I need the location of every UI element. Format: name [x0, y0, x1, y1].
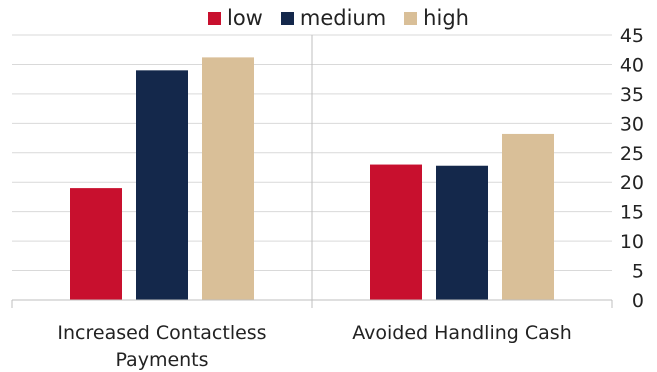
chart-legend: low medium high — [208, 6, 487, 30]
y-tick-label: 15 — [620, 202, 644, 224]
x-tick-label: Payments — [115, 349, 208, 371]
y-tick-label: 5 — [632, 261, 644, 283]
bar-low — [370, 164, 422, 300]
bar-medium — [436, 165, 488, 300]
x-tick-label: Avoided Handling Cash — [352, 322, 571, 344]
legend-label-low: low — [227, 6, 263, 30]
y-tick-label: 40 — [620, 54, 644, 76]
y-tick-label: 35 — [620, 84, 644, 106]
bar-high — [202, 57, 254, 300]
bar-low — [70, 188, 122, 300]
y-tick-label: 30 — [620, 113, 644, 135]
bar-high — [502, 133, 554, 300]
legend-item-medium: medium — [280, 6, 387, 30]
y-tick-label: 20 — [620, 172, 644, 194]
legend-swatch-high — [404, 11, 418, 25]
x-tick-label: Increased Contactless — [57, 322, 266, 344]
y-tick-label: 10 — [620, 231, 644, 253]
y-tick-label: 25 — [620, 143, 644, 165]
legend-label-medium: medium — [299, 6, 387, 30]
legend-label-high: high — [423, 6, 469, 30]
legend-item-high: high — [404, 6, 469, 30]
legend-swatch-low — [208, 11, 221, 25]
bar-medium — [136, 70, 188, 300]
y-tick-label: 45 — [620, 25, 644, 47]
legend-swatch-medium — [280, 11, 294, 25]
y-tick-label: 0 — [632, 290, 644, 312]
legend-item-low: low — [208, 6, 263, 30]
